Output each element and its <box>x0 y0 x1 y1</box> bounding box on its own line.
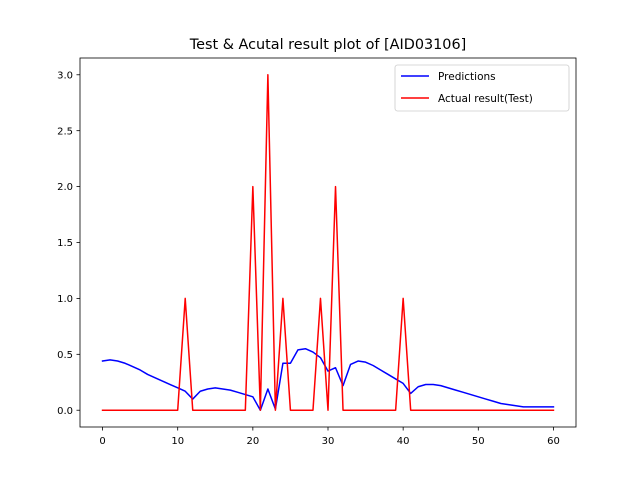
legend-label-0: Predictions <box>438 71 496 83</box>
x-tick-label: 10 <box>171 436 184 447</box>
y-tick-label: 1.0 <box>57 294 73 305</box>
x-tick-label: 20 <box>246 436 259 447</box>
y-tick-label: 0.0 <box>57 406 73 417</box>
y-tick-label: 3.0 <box>57 70 73 81</box>
x-tick-label: 40 <box>397 436 410 447</box>
y-tick-label: 1.5 <box>57 238 73 249</box>
y-tick-label: 2.5 <box>57 126 73 137</box>
legend-label-1: Actual result(Test) <box>438 93 533 105</box>
y-tick-label: 2.0 <box>57 182 73 193</box>
chart-title: Test & Acutal result plot of [AID03106] <box>189 37 466 53</box>
axes: 0 10 20 30 40 50 60 0.0 0.5 1.0 1.5 2.0 2.5 3.0 <box>57 57 577 447</box>
x-tick-label: 0 <box>99 436 105 447</box>
legend-box <box>394 64 570 112</box>
plot-area <box>101 74 555 411</box>
series-line-0 <box>101 347 555 411</box>
x-tick-label: 30 <box>322 436 335 447</box>
legend: Predictions Actual result(Test) <box>394 64 570 112</box>
series-line-1 <box>101 74 555 411</box>
x-tick-label: 60 <box>547 436 560 447</box>
x-tick-label: 50 <box>472 436 485 447</box>
y-tick-label: 0.5 <box>57 350 73 361</box>
